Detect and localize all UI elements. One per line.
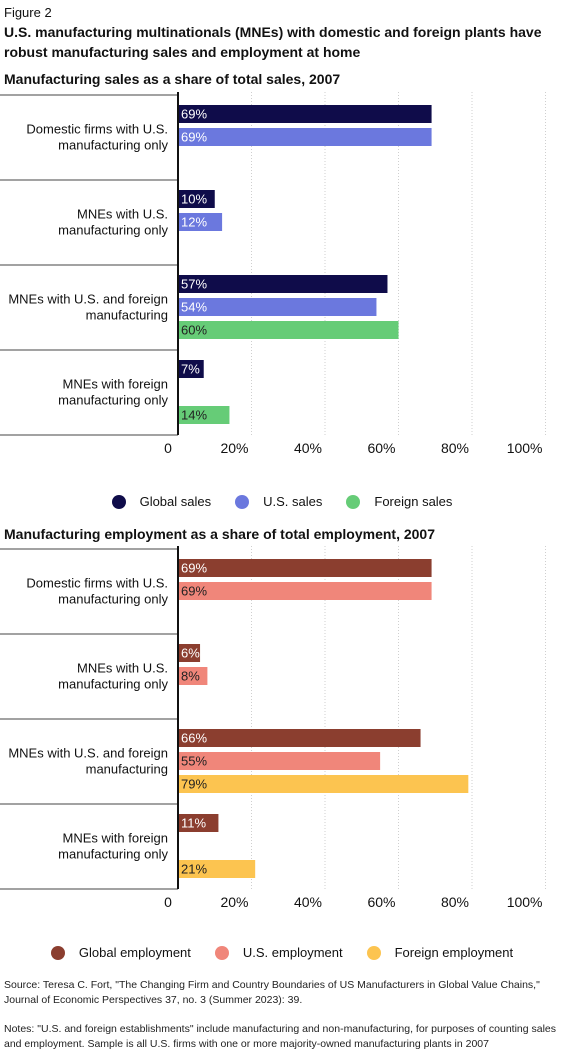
bar-value-label: 11% — [181, 816, 206, 831]
bar-value-label: 7% — [181, 362, 200, 377]
x-tick-label: 60% — [367, 440, 395, 456]
sales-bar-chart: 69%69%Domestic firms with U.S.manufactur… — [0, 92, 546, 456]
bar-global-employment — [178, 814, 219, 832]
bar-foreign-sales — [178, 406, 230, 424]
bar-global-employment — [178, 644, 201, 662]
category-label: manufacturing only — [58, 592, 168, 607]
legend-label: U.S. sales — [263, 494, 323, 509]
bar-value-label: 10% — [181, 192, 207, 207]
legend-label: Foreign employment — [394, 945, 514, 960]
employment-bar-chart: 69%69%Domestic firms with U.S.manufactur… — [0, 546, 546, 910]
category-label: MNEs with U.S. and foreign — [8, 746, 168, 761]
bar-value-label: 21% — [181, 862, 207, 877]
bar-global-sales — [178, 190, 215, 208]
x-tick-label: 20% — [220, 894, 248, 910]
x-tick-label: 0 — [164, 894, 172, 910]
bar-value-label: 57% — [181, 277, 207, 292]
legend-item-foreign-sales: Foreign sales — [346, 494, 452, 509]
category-label: MNEs with U.S. — [77, 661, 168, 676]
legend-swatch — [366, 945, 381, 960]
x-tick-label: 40% — [294, 894, 322, 910]
legend-label: U.S. employment — [242, 945, 343, 960]
legend-swatch — [346, 494, 361, 509]
sales-legend: Global sales U.S. sales Foreign sales — [0, 494, 564, 509]
legend-swatch — [214, 945, 229, 960]
bar-value-label: 69% — [181, 107, 207, 122]
bar-value-label: 14% — [181, 408, 207, 423]
bar-u-s-sales — [178, 298, 377, 316]
bar-global-sales — [178, 105, 432, 123]
x-tick-label: 60% — [367, 894, 395, 910]
employment-chart-title: Manufacturing employment as a share of t… — [4, 526, 435, 542]
category-label: Domestic firms with U.S. — [26, 122, 168, 137]
bar-u-s-employment — [178, 582, 432, 600]
legend-item-foreign-employment: Foreign employment — [366, 945, 514, 960]
legend-item-global-employment: Global employment — [50, 945, 191, 960]
x-tick-label: 80% — [441, 894, 469, 910]
bar-value-label: 8% — [181, 669, 200, 684]
x-tick-label: 100% — [507, 894, 543, 910]
bar-global-sales — [178, 275, 388, 293]
category-label: Domestic firms with U.S. — [26, 576, 168, 591]
legend-label: Global sales — [139, 494, 212, 509]
category-label: MNEs with foreign — [63, 377, 168, 392]
figure-label: Figure 2 — [4, 5, 52, 20]
figure-title: U.S. manufacturing multinationals (MNEs)… — [4, 24, 542, 60]
bar-u-s-sales — [178, 128, 432, 146]
x-tick-label: 40% — [294, 440, 322, 456]
bar-global-employment — [178, 729, 421, 747]
bar-value-label: 66% — [181, 731, 207, 746]
bar-global-sales — [178, 360, 204, 378]
legend-swatch — [50, 945, 65, 960]
legend-item-u-s-employment: U.S. employment — [214, 945, 343, 960]
bar-value-label: 6% — [181, 646, 200, 661]
category-label: manufacturing only — [58, 677, 168, 692]
bar-global-employment — [178, 559, 432, 577]
bar-u-s-employment — [178, 667, 208, 685]
category-label: manufacturing only — [58, 847, 168, 862]
legend-swatch — [235, 494, 250, 509]
bar-value-label: 69% — [181, 584, 207, 599]
x-tick-label: 0 — [164, 440, 172, 456]
category-label: manufacturing only — [58, 393, 168, 408]
legend-item-u-s-sales: U.S. sales — [235, 494, 322, 509]
notes: Notes: "U.S. and foreign establishments"… — [4, 1023, 557, 1050]
legend-label: Global employment — [78, 945, 191, 960]
category-label: manufacturing only — [58, 223, 168, 238]
legend-label: Foreign sales — [374, 494, 453, 509]
bar-value-label: 12% — [181, 215, 207, 230]
legend-swatch — [111, 494, 126, 509]
source-note: Source: Teresa C. Fort, "The Changing Fi… — [4, 979, 540, 1006]
employment-legend: Global employment U.S. employment Foreign … — [0, 945, 564, 960]
bar-foreign-sales — [178, 321, 399, 339]
bar-value-label: 69% — [181, 561, 207, 576]
category-label: manufacturing — [86, 308, 168, 323]
bar-value-label: 69% — [181, 130, 207, 145]
legend-item-global-sales: Global sales — [111, 494, 212, 509]
sales-chart-title: Manufacturing sales as a share of total … — [4, 71, 341, 87]
bar-value-label: 60% — [181, 323, 207, 338]
x-tick-label: 80% — [441, 440, 469, 456]
bar-foreign-employment — [178, 860, 256, 878]
category-label: manufacturing — [86, 762, 168, 777]
bar-value-label: 79% — [181, 777, 207, 792]
bar-value-label: 55% — [181, 754, 207, 769]
category-label: MNEs with foreign — [63, 831, 168, 846]
category-label: MNEs with U.S. — [77, 207, 168, 222]
bar-u-s-employment — [178, 752, 381, 770]
bar-value-label: 54% — [181, 300, 207, 315]
category-label: MNEs with U.S. and foreign — [8, 292, 168, 307]
x-tick-label: 20% — [220, 440, 248, 456]
x-tick-label: 100% — [507, 440, 543, 456]
bar-foreign-employment — [178, 775, 469, 793]
category-label: manufacturing only — [58, 138, 168, 153]
bar-u-s-sales — [178, 213, 223, 231]
